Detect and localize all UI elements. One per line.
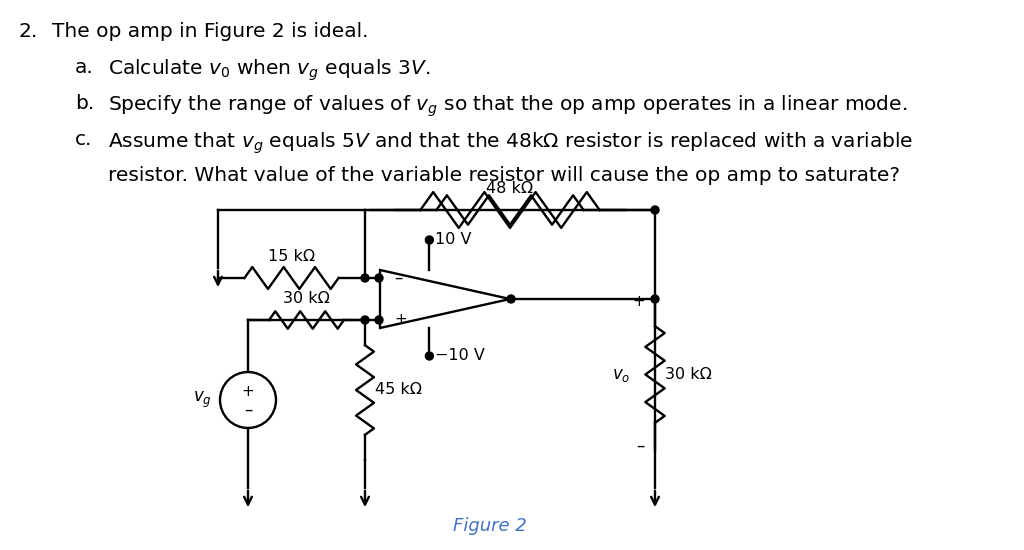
Text: The op amp in Figure 2 is ideal.: The op amp in Figure 2 is ideal. [52,22,369,41]
Text: $v_o$: $v_o$ [611,366,630,383]
Text: Calculate $v_0$ when $v_g$ equals 3$V$.: Calculate $v_0$ when $v_g$ equals 3$V$. [108,58,430,84]
Circle shape [425,352,433,360]
Text: –: – [394,269,402,287]
Text: Specify the range of values of $v_g$ so that the op amp operates in a linear mod: Specify the range of values of $v_g$ so … [108,94,907,119]
Text: 48 kΩ: 48 kΩ [486,181,534,196]
Text: –: – [244,401,252,419]
Text: 10 V: 10 V [435,233,472,248]
Circle shape [361,316,369,324]
Text: 30 kΩ: 30 kΩ [665,367,712,382]
Text: b.: b. [75,94,94,113]
Text: 45 kΩ: 45 kΩ [375,382,422,398]
Circle shape [375,274,383,282]
Circle shape [425,236,433,244]
Circle shape [651,295,659,303]
Text: c.: c. [75,130,92,149]
Text: +: + [242,383,254,399]
Circle shape [651,206,659,214]
Text: –: – [637,437,645,455]
Circle shape [507,295,515,303]
Text: resistor. What value of the variable resistor will cause the op amp to saturate?: resistor. What value of the variable res… [108,166,900,185]
Text: Assume that $v_g$ equals 5$V$ and that the 48k$\Omega$ resistor is replaced with: Assume that $v_g$ equals 5$V$ and that t… [108,130,913,156]
Circle shape [375,316,383,324]
Text: 15 kΩ: 15 kΩ [268,249,315,264]
Text: Figure 2: Figure 2 [453,517,527,535]
Text: +: + [632,294,645,309]
Text: +: + [394,312,407,327]
Text: a.: a. [75,58,94,77]
Text: 2.: 2. [18,22,37,41]
Text: 30 kΩ: 30 kΩ [283,291,330,306]
Text: $v_g$: $v_g$ [194,390,212,410]
Text: −10 V: −10 V [435,349,485,364]
Circle shape [361,274,369,282]
